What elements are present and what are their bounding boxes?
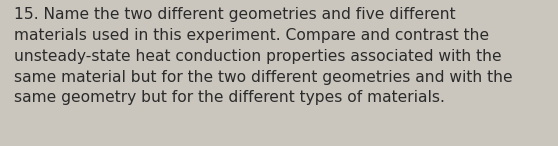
- Text: 15. Name the two different geometries and five different
materials used in this : 15. Name the two different geometries an…: [14, 7, 513, 105]
